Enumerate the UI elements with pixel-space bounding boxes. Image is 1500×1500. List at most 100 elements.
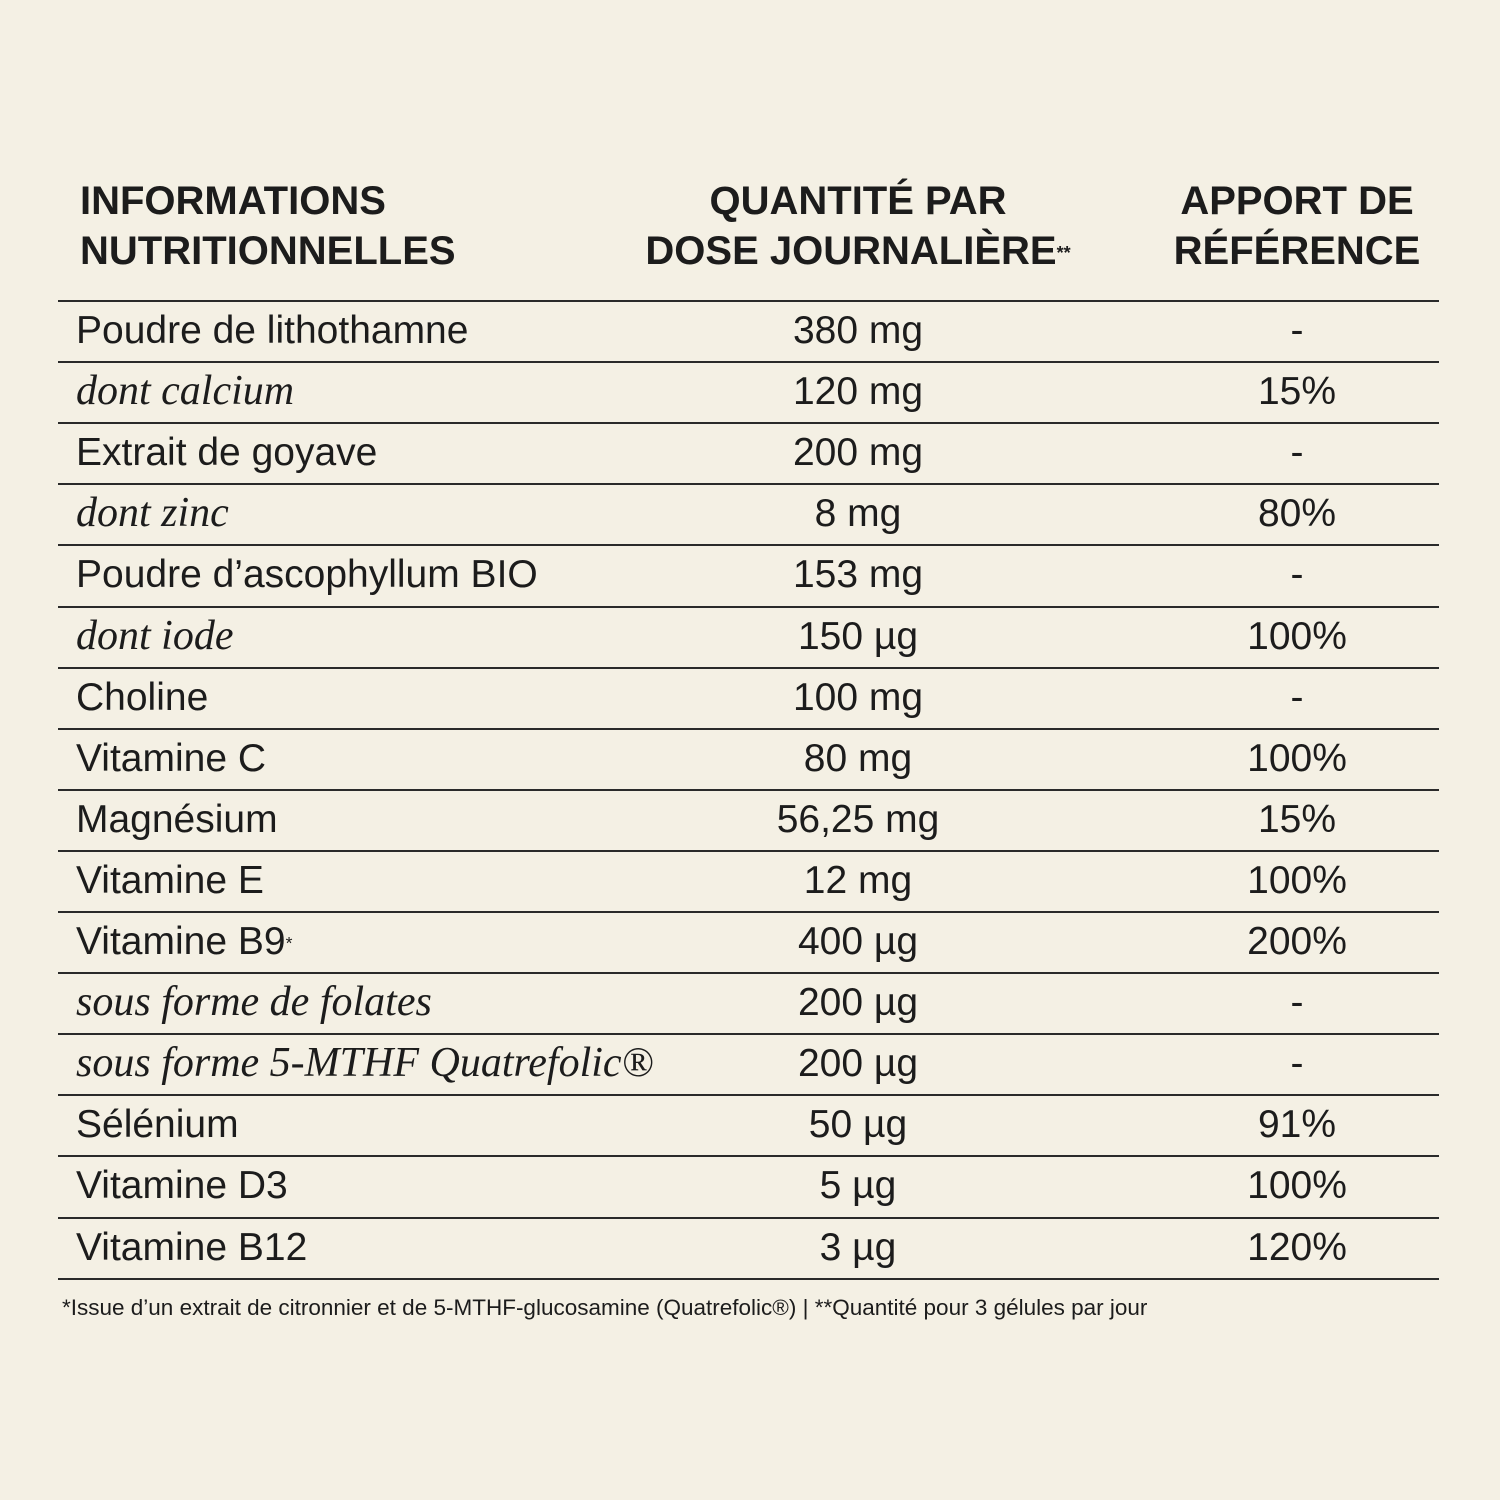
row-quantity: 150 µg: [797, 614, 919, 658]
name-text: dont calcium: [76, 368, 295, 415]
row-name: Vitamine B12: [76, 1217, 307, 1278]
row-rule: [58, 361, 1439, 364]
row-quantity: 80 mg: [803, 736, 913, 780]
name-text: Choline: [76, 675, 209, 719]
row-reference: 91%: [1257, 1103, 1337, 1147]
row-reference: 15%: [1257, 370, 1337, 414]
row-quantity: 380 mg: [792, 309, 924, 352]
row-quantity: 50 µg: [808, 1103, 908, 1147]
row-quantity: 5 µg: [819, 1164, 897, 1208]
row-quantity: 3 µg: [819, 1225, 897, 1269]
row-name: sous forme de folates: [76, 972, 432, 1033]
name-text: Vitamine C: [76, 736, 267, 780]
row-reference: -: [1290, 981, 1304, 1025]
row-reference: -: [1290, 1042, 1304, 1086]
row-rule: [58, 1094, 1439, 1097]
row-rule: [58, 788, 1439, 791]
row-name: Vitamine C: [76, 728, 266, 789]
row-rule: [58, 1216, 1439, 1219]
row-name: Choline: [76, 667, 208, 728]
row-quantity: 12 mg: [803, 858, 913, 902]
row-quantity: 100 mg: [792, 675, 924, 719]
row-reference: 200%: [1247, 920, 1347, 963]
column-header: INFORMATIONS NUTRITIONNELLES: [80, 176, 456, 276]
row-rule: [58, 1155, 1439, 1158]
row-reference: -: [1290, 675, 1304, 719]
row-name: dont iode: [76, 606, 233, 667]
row-name: Magnésium: [76, 789, 278, 850]
name-text: Vitamine B12: [76, 1225, 308, 1269]
row-quantity: 200 µg: [797, 981, 919, 1025]
header-line: APPORT DE: [897, 176, 1500, 226]
name-note: *: [285, 932, 293, 953]
header-line: RÉFÉRENCE: [897, 226, 1500, 276]
name-text: sous forme 5-MTHF Quatrefolic®: [76, 1040, 654, 1087]
name-text: dont zinc: [76, 490, 229, 537]
row-reference: 100%: [1247, 1164, 1347, 1208]
row-rule: [58, 1033, 1439, 1036]
column-header: APPORT DE RÉFÉRENCE: [897, 176, 1500, 276]
row-name: Vitamine B9*: [76, 911, 292, 972]
row-rule: [58, 300, 1439, 302]
row-name: sous forme 5-MTHF Quatrefolic®: [76, 1033, 653, 1094]
row-quantity: 120 mg: [792, 370, 924, 414]
name-text: sous forme de folates: [76, 979, 432, 1026]
row-quantity: 153 mg: [792, 553, 924, 597]
row-reference: -: [1290, 309, 1304, 352]
row-reference: 80%: [1257, 492, 1337, 536]
name-text: Magnésium: [76, 797, 278, 841]
row-name: Vitamine E: [76, 850, 264, 911]
name-text: Vitamine D3: [76, 1164, 288, 1208]
row-rule: [58, 544, 1439, 547]
row-name: dont calcium: [76, 361, 294, 422]
row-name: Extrait de goyave: [76, 422, 377, 483]
name-text: Sélénium: [76, 1103, 239, 1147]
row-reference: -: [1290, 553, 1304, 597]
row-rule: [58, 972, 1439, 975]
name-text: dont iode: [76, 612, 234, 659]
header-line: INFORMATIONS: [80, 176, 456, 226]
row-rule: [58, 911, 1439, 913]
row-reference: 100%: [1247, 736, 1347, 780]
row-reference: -: [1290, 431, 1304, 475]
row-quantity: 400 µg: [797, 920, 919, 963]
header-text: APPORT DE: [1180, 179, 1414, 223]
header-line: NUTRITIONNELLES: [80, 226, 456, 276]
row-rule: [58, 727, 1439, 730]
row-name: Poudre d’ascophyllum BIO: [76, 544, 538, 605]
row-quantity: 8 mg: [814, 492, 902, 536]
name-text: Vitamine E: [76, 858, 264, 902]
column-header: QUANTITÉ PAR DOSE JOURNALIÈRE**: [458, 176, 1258, 276]
name-text: Vitamine B9: [76, 920, 286, 963]
header-text: QUANTITÉ PAR: [709, 179, 1007, 223]
header-line: DOSE JOURNALIÈRE**: [458, 226, 1258, 276]
row-quantity: 200 µg: [797, 1042, 919, 1086]
row-rule: [58, 483, 1439, 486]
row-reference: 100%: [1247, 614, 1347, 658]
row-name: dont zinc: [76, 483, 229, 544]
header-text: INFORMATIONS: [80, 179, 386, 223]
header-note: **: [1056, 242, 1071, 263]
header-text: DOSE JOURNALIÈRE: [645, 229, 1057, 273]
header-line: QUANTITÉ PAR: [458, 176, 1258, 226]
name-text: Extrait de goyave: [76, 431, 378, 475]
row-quantity: 56,25 mg: [776, 797, 940, 841]
row-name: Vitamine D3: [76, 1155, 288, 1216]
row-quantity: 200 mg: [792, 431, 924, 475]
row-name: Poudre de lithothamne: [76, 300, 468, 361]
footnote: *Issue d’un extrait de citronnier et de …: [62, 1295, 1148, 1320]
row-reference: 120%: [1247, 1225, 1347, 1269]
name-text: Poudre de lithothamne: [76, 309, 469, 352]
header-text: NUTRITIONNELLES: [80, 229, 456, 273]
name-text: Poudre d’ascophyllum BIO: [76, 553, 538, 597]
row-rule: [58, 1277, 1439, 1280]
row-name: Sélénium: [76, 1094, 239, 1155]
row-rule: [58, 605, 1439, 608]
row-rule: [58, 666, 1439, 669]
row-rule: [58, 849, 1439, 852]
header-text: RÉFÉRENCE: [1173, 229, 1421, 273]
row-rule: [58, 422, 1439, 425]
row-reference: 15%: [1257, 797, 1337, 841]
row-reference: 100%: [1247, 858, 1347, 902]
